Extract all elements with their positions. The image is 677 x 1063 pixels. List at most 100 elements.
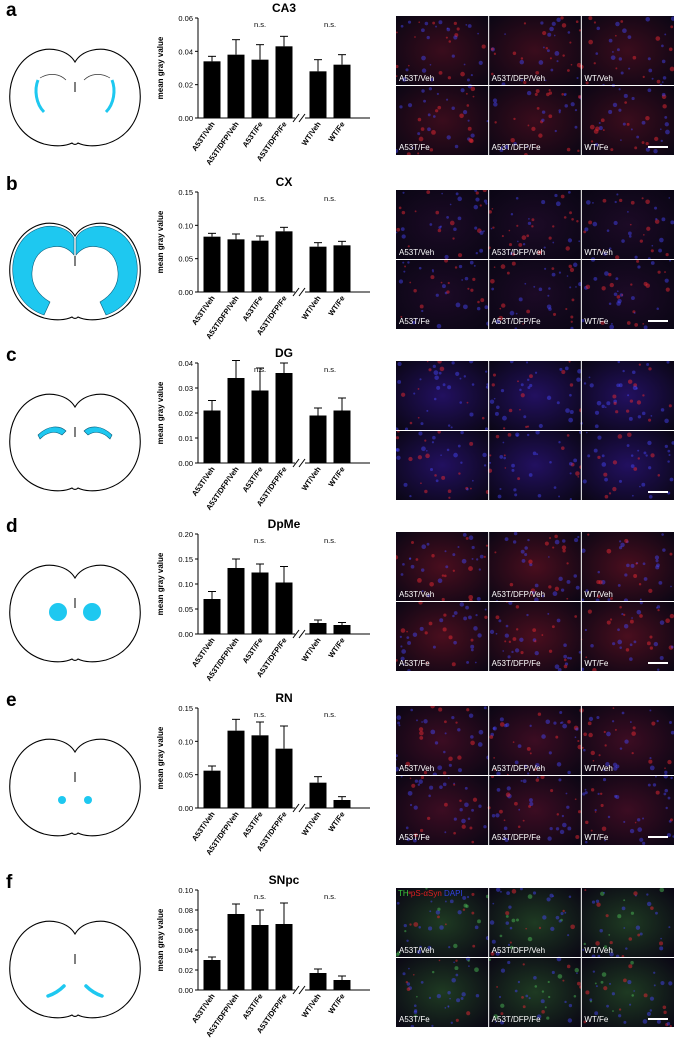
stain-speck: [427, 127, 431, 132]
stain-speck: [505, 722, 510, 727]
stain-speck: [447, 1006, 450, 1008]
stain-speck: [587, 721, 592, 726]
stain-speck: [468, 594, 474, 600]
stain-speck: [598, 580, 603, 585]
stain-speck: [396, 715, 402, 720]
stain-speck: [485, 202, 488, 205]
stain-speck: [400, 628, 406, 633]
stain-speck: [596, 902, 601, 907]
stain-speck: [400, 573, 404, 576]
stain-speck: [437, 915, 440, 919]
stain-speck: [656, 606, 658, 609]
stain-speck: [477, 919, 481, 924]
stain-speck: [415, 558, 419, 561]
micrograph-tile: [581, 190, 674, 260]
micrograph-grid: A53T/Veh A53T/DFP/Veh WT/Veh A53T/Fe A53T/DF…: [396, 532, 674, 671]
x-tick-label: WT/Veh: [300, 465, 323, 493]
stain-speck: [624, 573, 628, 577]
stain-speck: [556, 401, 560, 405]
stain-speck: [637, 827, 643, 832]
stain-speck: [567, 770, 571, 775]
stain-speck: [561, 369, 566, 375]
stain-speck: [458, 472, 461, 475]
stain-speck: [521, 995, 524, 999]
stain-speck: [649, 757, 652, 760]
brain-section-diagram: [9, 920, 141, 1019]
stain-speck: [615, 794, 620, 799]
stain-speck: [623, 624, 629, 629]
stain-speck: [660, 408, 665, 412]
stain-speck: [439, 925, 444, 930]
stain-speck: [593, 277, 598, 281]
stain-speck: [648, 588, 653, 594]
stain-speck: [421, 446, 426, 452]
stain-speck: [544, 267, 547, 270]
stain-speck: [396, 64, 399, 69]
stain-speck: [496, 771, 501, 776]
axis-break-mark: [292, 113, 300, 123]
stain-speck: [654, 136, 659, 142]
stain-speck: [655, 911, 658, 915]
stain-speck: [404, 265, 407, 268]
stain-speck: [512, 637, 517, 641]
stain-speck: [525, 927, 528, 930]
stain-speck: [661, 92, 666, 97]
stain-speck: [604, 839, 607, 842]
stain-speck: [626, 210, 629, 213]
stain-speck: [405, 761, 411, 767]
stain-speck: [652, 783, 657, 787]
stain-speck: [551, 272, 556, 277]
y-tick-label: 0.00: [178, 986, 193, 995]
stain-speck: [470, 133, 475, 138]
stain-speck: [555, 915, 560, 920]
stain-speck: [633, 574, 638, 578]
stain-speck: [429, 63, 432, 66]
stain-speck: [558, 271, 562, 274]
tile-label: WT/Fe: [584, 659, 609, 668]
stain-speck: [617, 361, 621, 364]
stain-speck: [569, 472, 572, 475]
stain-speck: [425, 888, 428, 890]
stain-speck: [434, 375, 439, 380]
stain-speck: [503, 837, 506, 840]
stain-speck: [510, 137, 515, 143]
stain-speck: [618, 479, 623, 483]
stain-speck: [567, 826, 572, 831]
stain-speck: [508, 640, 512, 644]
stain-speck: [406, 837, 410, 842]
stain-speck: [526, 613, 529, 617]
stain-speck: [554, 534, 558, 539]
stain-speck: [532, 451, 537, 456]
stain-speck: [470, 73, 473, 77]
stain-speck: [649, 709, 652, 712]
tile-label: WT/Fe: [584, 833, 609, 842]
panel-letter: b: [6, 174, 18, 195]
stain-speck: [576, 76, 579, 80]
micrograph-tiles: [396, 16, 674, 155]
stain-speck: [465, 605, 469, 610]
stain-speck: [526, 309, 531, 314]
bar: [203, 770, 221, 808]
stain-speck: [519, 637, 524, 642]
stain-speck: [574, 125, 578, 129]
stain-speck: [604, 477, 608, 482]
scale-bar: [648, 146, 668, 148]
stain-speck: [396, 436, 400, 440]
bar: [227, 239, 245, 292]
stain-speck: [548, 307, 552, 311]
stain-speck: [462, 908, 466, 912]
stain-speck: [490, 47, 494, 51]
tile-label: A53T/DFP/Fe: [491, 1015, 541, 1024]
stain-speck: [609, 618, 613, 621]
stain-speck: [445, 565, 449, 569]
stain-speck: [573, 262, 578, 267]
stain-speck: [471, 545, 475, 550]
stain-speck: [448, 496, 451, 499]
stain-speck: [616, 290, 619, 293]
stain-speck: [567, 934, 570, 937]
stain-speck: [454, 966, 459, 971]
bar: [203, 236, 221, 292]
stain-speck: [646, 1011, 652, 1017]
stain-speck: [618, 383, 623, 388]
